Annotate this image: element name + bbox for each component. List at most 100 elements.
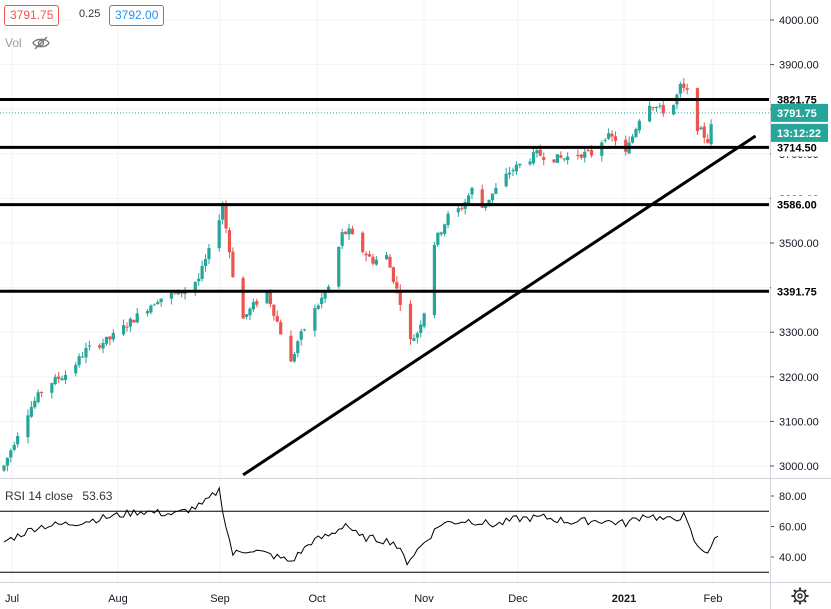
level-price-tag-text: 3391.75 [777,286,817,298]
candle-body [466,195,471,204]
candle [121,319,126,337]
candle-body [344,231,348,234]
candle-body [350,228,355,235]
candle [255,298,259,308]
candle [514,161,518,175]
candle-body [193,281,197,291]
candle-body [470,187,474,195]
candle-body [2,465,6,471]
rsi-indicator-value: 53.63 [82,489,113,503]
candle-body [695,88,700,132]
candle-body [634,129,638,137]
candle-body [36,392,40,403]
candle [364,251,368,262]
candle [637,119,641,134]
candle-body [699,127,703,130]
candle [470,186,474,200]
candle-body [494,187,498,194]
candle-body [221,205,225,220]
y-tick-label: 3000.00 [779,461,819,473]
candle [439,231,443,237]
level-price-tag-text: 3714.50 [777,142,817,154]
bid-price[interactable]: 3791.75 [4,5,60,26]
candle [648,101,652,123]
candle [658,103,662,109]
candle [84,342,88,364]
candle-body [518,163,522,166]
candle [408,300,413,345]
candle [36,389,40,404]
candle-body [603,139,607,141]
gear-icon[interactable] [791,587,809,605]
x-tick-label: Nov [414,593,434,605]
ask-price[interactable]: 3792.00 [109,5,165,26]
candle [504,167,508,188]
candle-body [542,157,546,160]
candle-body [583,151,587,158]
candle [443,223,447,237]
candle [244,314,249,320]
candle-body [709,124,713,145]
candle-body [408,303,413,340]
candle-body [702,126,706,138]
candle-body [600,142,604,156]
candle-body [289,335,293,362]
candle [152,303,156,306]
candle-body [654,106,659,109]
candle-body [217,220,221,249]
current-price-tag-bg [771,103,828,122]
candle-body [132,319,136,323]
candle [586,148,590,152]
level-price-tag-bg [771,138,828,157]
candle-body [576,155,580,157]
candle-body [658,105,662,107]
candle-body [419,324,423,333]
candle [197,273,201,286]
candle-body [63,374,68,380]
candle-body [480,189,484,208]
x-tick-label: Feb [704,593,723,605]
candle [33,396,37,410]
candle [337,246,341,289]
candle [634,127,638,138]
candle-body [586,150,590,152]
candle-body [460,208,464,210]
candle [678,81,682,98]
candle [2,464,6,473]
candle [231,247,235,279]
candle-body [248,308,252,316]
x-tick-label: Jul [5,593,19,605]
candle [709,119,713,150]
candle-body [265,291,269,304]
candle [518,163,522,169]
rsi-indicator-name: RSI 14 close [5,489,74,503]
candle [456,205,460,217]
candle [227,227,232,259]
candle [5,457,10,472]
rsi-y-tick-label: 40.00 [779,552,807,564]
candle-body [152,304,156,306]
countdown-timer-tag: 13:12:22 [771,123,828,142]
candle-body [33,400,37,408]
candle [699,125,703,130]
candle-body [443,224,447,234]
y-tick-label: 3100.00 [779,416,819,428]
candle [279,319,283,335]
candle [347,223,351,241]
candle [183,286,187,300]
candle-body [279,322,283,335]
candle [53,373,57,386]
x-tick-label: Sep [210,593,230,605]
candle-body [487,199,491,204]
candle [80,351,85,358]
candle [542,152,546,166]
y-tick-label: 3500.00 [779,238,819,250]
candle [446,210,450,229]
candle [507,166,512,179]
candle-body [395,282,399,289]
eye-hidden-icon[interactable] [32,36,50,50]
candle-body [26,415,30,438]
candle-body [562,158,566,160]
candle-body [241,278,245,319]
